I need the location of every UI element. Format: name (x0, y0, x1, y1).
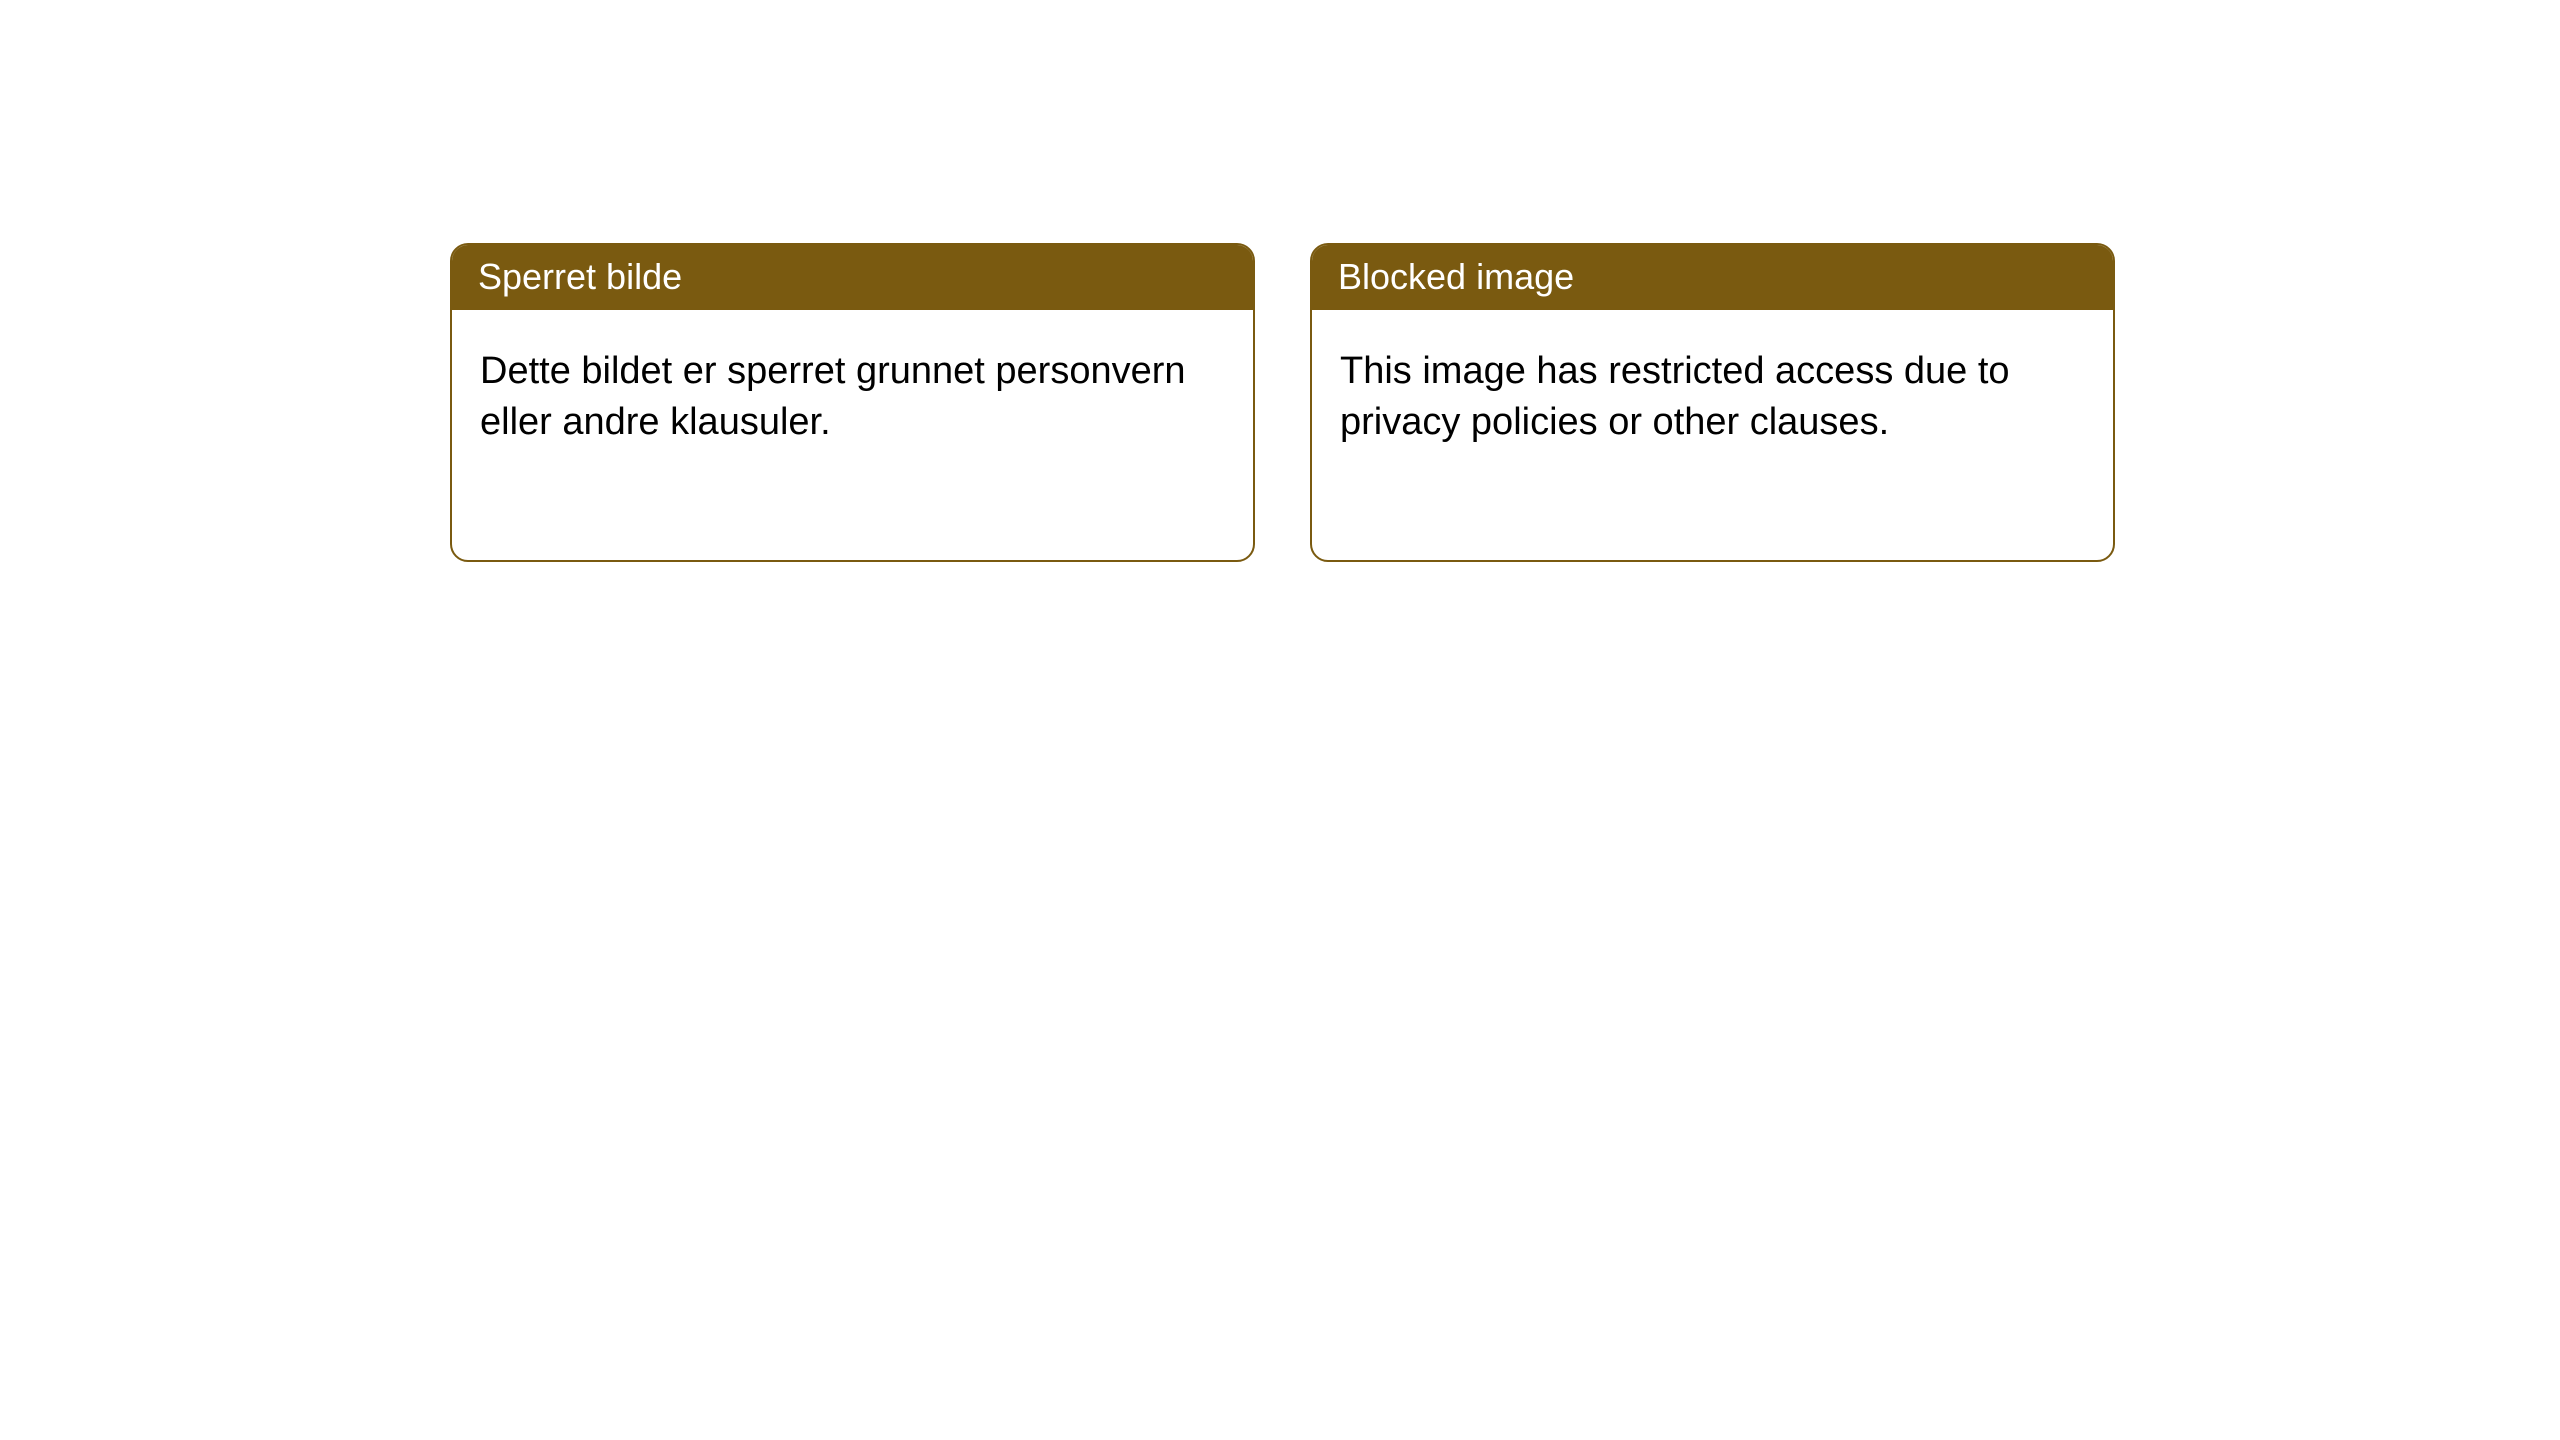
blocked-image-card-en: Blocked image This image has restricted … (1310, 243, 2115, 562)
blocked-image-card-no: Sperret bilde Dette bildet er sperret gr… (450, 243, 1255, 562)
card-body: Dette bildet er sperret grunnet personve… (452, 310, 1253, 560)
card-body: This image has restricted access due to … (1312, 310, 2113, 560)
card-header: Sperret bilde (452, 245, 1253, 310)
card-header: Blocked image (1312, 245, 2113, 310)
cards-container: Sperret bilde Dette bildet er sperret gr… (0, 0, 2560, 562)
